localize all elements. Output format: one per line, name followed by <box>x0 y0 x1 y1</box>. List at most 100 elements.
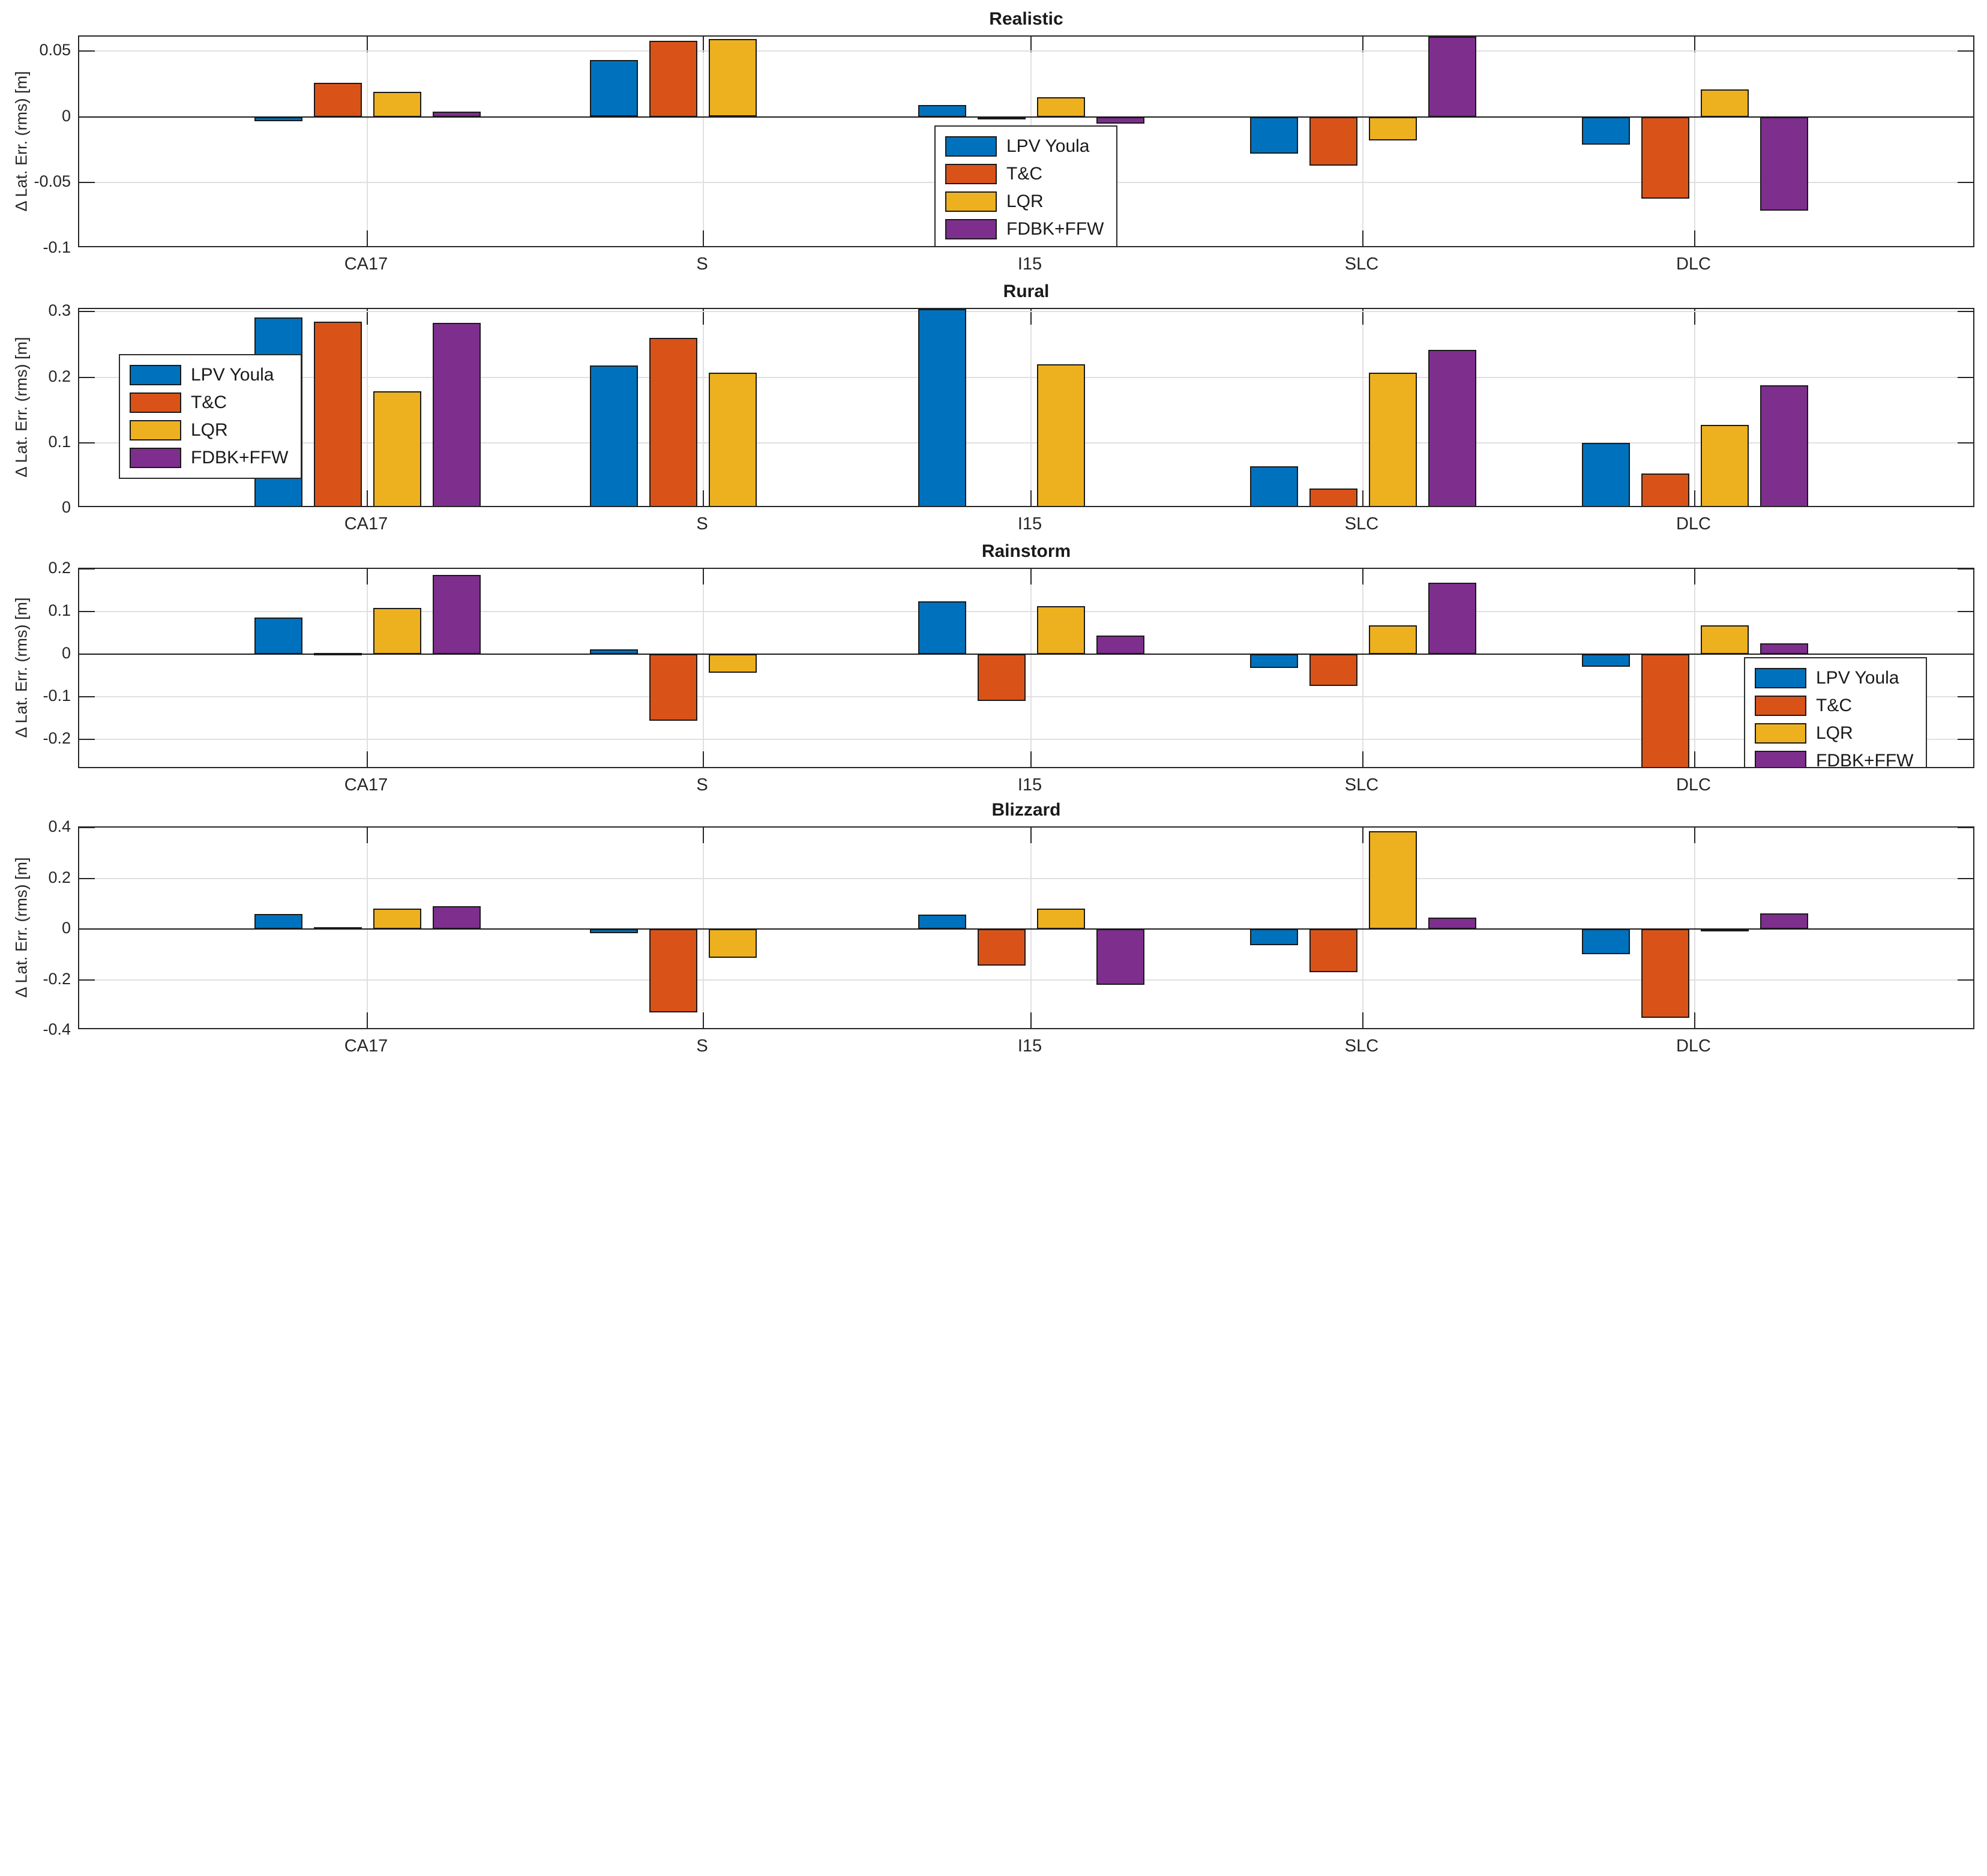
category-gridline <box>1362 37 1363 246</box>
bar-lpv-youla <box>1582 929 1630 954</box>
chart-title: Rainstorm <box>981 541 1071 561</box>
legend-swatch-t-c <box>945 164 997 184</box>
bar-lpv-youla <box>254 117 302 121</box>
x-tick-mark-bottom <box>1030 1012 1032 1028</box>
x-tick-label: SLC <box>1344 254 1379 274</box>
category-gridline <box>1362 569 1363 767</box>
x-tick-mark-bottom <box>1694 490 1695 506</box>
legend-item: LPV Youla <box>130 365 289 385</box>
category-gridline <box>367 309 368 506</box>
x-tick-mark-bottom <box>703 490 704 506</box>
y-tick-mark-left <box>79 739 95 740</box>
y-tick-label: 0.1 <box>48 601 71 619</box>
category-gridline <box>367 569 368 767</box>
y-tick-label: -0.1 <box>43 238 71 256</box>
y-tick-mark-right <box>1958 979 1973 981</box>
category-gridline <box>703 309 704 506</box>
y-tick-mark-left <box>79 569 95 570</box>
y-tick-mark-left <box>79 50 95 52</box>
legend-item: FDBK+FFW <box>945 219 1104 239</box>
chart-title: Rural <box>1003 281 1050 301</box>
bar-lqr <box>1037 909 1085 929</box>
y-gridline <box>79 878 1973 879</box>
bar-lpv-youla <box>918 915 966 929</box>
legend-label: FDBK+FFW <box>1816 751 1914 768</box>
bar-t-c <box>314 322 362 506</box>
chart-title: Blizzard <box>991 800 1061 820</box>
y-tick-mark-left <box>79 878 95 879</box>
x-tick-mark-top <box>1030 569 1032 585</box>
legend-label: LPV Youla <box>191 365 274 385</box>
y-tick-label: 0.05 <box>39 41 71 59</box>
y-tick-mark-left <box>79 827 95 828</box>
y-gridline <box>79 611 1973 612</box>
y-tick-mark-right <box>1958 611 1973 612</box>
bar-lpv-youla <box>590 929 638 933</box>
y-tick-label: 0 <box>61 498 71 516</box>
legend-item: T&C <box>130 392 289 413</box>
x-tick-mark-top <box>1362 37 1363 52</box>
x-tick-mark-bottom <box>367 490 368 506</box>
bar-fdbk-ffw <box>433 112 481 117</box>
x-tick-mark-bottom <box>1694 230 1695 246</box>
category-gridline <box>1694 569 1695 767</box>
bar-lqr <box>709 373 757 506</box>
y-axis-label: Δ Lat. Err. (rms) [m] <box>12 857 31 998</box>
bar-lqr <box>709 39 757 116</box>
x-tick-mark-top <box>703 37 704 52</box>
x-tick-label: DLC <box>1676 1036 1711 1056</box>
legend-item: FDBK+FFW <box>1755 751 1914 768</box>
category-gridline <box>367 828 368 1028</box>
legend-item: LPV Youla <box>1755 668 1914 688</box>
y-tick-label: 0.1 <box>48 433 71 451</box>
bar-lqr <box>373 909 421 929</box>
bar-t-c <box>1309 929 1357 972</box>
legend-item: LQR <box>130 420 289 440</box>
y-tick-mark-right <box>1958 827 1973 828</box>
legend-swatch-lpv-youla <box>1755 668 1806 688</box>
bar-t-c <box>1641 929 1689 1018</box>
x-tick-label: CA17 <box>344 514 388 534</box>
x-tick-mark-top <box>1694 37 1695 52</box>
y-tick-label: 0 <box>61 107 71 125</box>
bar-lqr <box>709 929 757 958</box>
bar-t-c <box>649 929 697 1012</box>
y-tick-label: -0.2 <box>43 729 71 747</box>
bar-lqr <box>1369 117 1417 140</box>
legend-label: FDBK+FFW <box>191 448 289 467</box>
legend-item: LQR <box>945 191 1104 212</box>
x-tick-mark-bottom <box>1362 230 1363 246</box>
bar-fdbk-ffw <box>1760 385 1808 506</box>
legend-swatch-fdbk-ffw <box>1755 751 1806 767</box>
y-tick-label: 0 <box>61 644 71 662</box>
legend-item: FDBK+FFW <box>130 448 289 468</box>
x-tick-mark-bottom <box>1030 751 1032 767</box>
bar-lqr <box>373 391 421 506</box>
bar-t-c <box>649 41 697 117</box>
legend: LPV Youla T&C LQR FDBK+FFW <box>1744 657 1927 768</box>
y-tick-mark-right <box>1958 442 1973 443</box>
bar-t-c <box>649 338 697 506</box>
category-gridline <box>1694 828 1695 1028</box>
legend-swatch-lqr <box>945 191 997 212</box>
bar-lqr <box>1701 425 1749 506</box>
y-tick-label: -0.05 <box>34 172 71 190</box>
legend-swatch-lqr <box>130 420 181 440</box>
bar-lpv-youla <box>254 914 302 929</box>
legend-swatch-fdbk-ffw <box>945 219 997 239</box>
bar-fdbk-ffw <box>433 323 481 506</box>
bar-lpv-youla <box>1582 117 1630 145</box>
bar-t-c <box>1641 474 1689 506</box>
y-gridline <box>79 311 1973 312</box>
y-tick-mark-right <box>1958 377 1973 378</box>
legend-item: T&C <box>1755 696 1914 716</box>
bar-lqr <box>1369 831 1417 929</box>
x-tick-mark-bottom <box>1362 751 1363 767</box>
legend: LPV Youla T&C LQR FDBK+FFW <box>934 125 1117 246</box>
y-tick-mark-left <box>79 611 95 612</box>
x-tick-label: DLC <box>1676 254 1711 274</box>
zero-baseline <box>79 116 1973 118</box>
y-tick-label: -0.4 <box>43 1020 71 1038</box>
x-tick-mark-bottom <box>1694 1012 1695 1028</box>
x-tick-mark-top <box>703 828 704 843</box>
